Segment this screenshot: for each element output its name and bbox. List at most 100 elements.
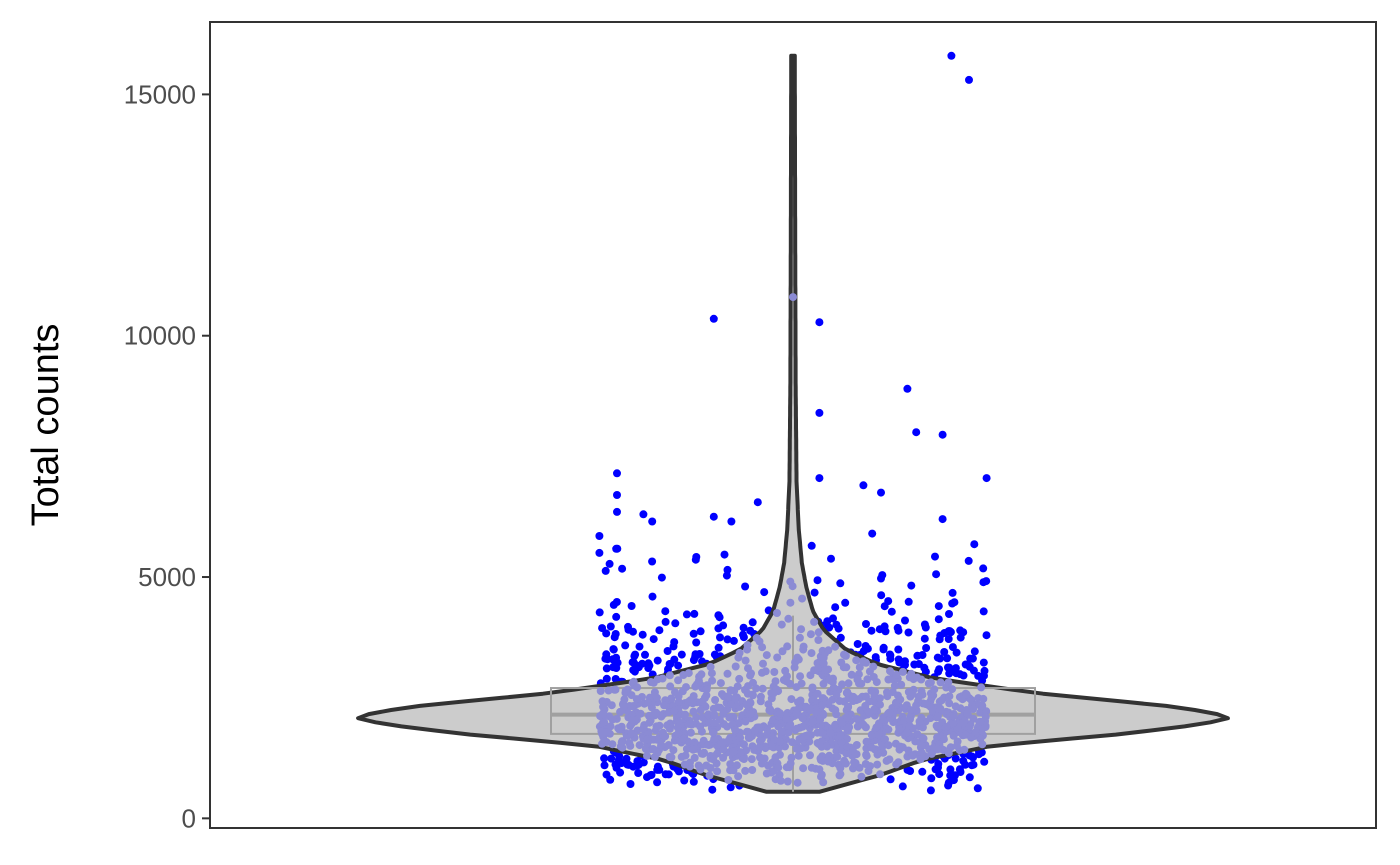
data-point [704, 741, 713, 749]
y-tick-label: 10000 [124, 321, 196, 351]
data-point [792, 683, 801, 692]
data-point [904, 597, 913, 606]
data-point [952, 741, 961, 750]
data-point [740, 740, 748, 749]
data-point [724, 776, 733, 784]
data-point [749, 678, 757, 687]
data-point [945, 610, 953, 618]
data-point [613, 491, 621, 499]
data-point [902, 728, 911, 737]
data-point [850, 759, 859, 768]
data-point [611, 685, 620, 694]
data-point [931, 552, 939, 561]
data-point [772, 685, 781, 694]
data-point [626, 721, 635, 730]
data-point [808, 684, 817, 693]
data-point [638, 659, 647, 668]
data-point [821, 665, 830, 674]
data-point [729, 747, 738, 756]
data-point [689, 707, 698, 716]
data-point [799, 642, 808, 651]
data-point [847, 670, 856, 679]
data-point [753, 498, 762, 507]
data-point [950, 598, 959, 607]
data-point [969, 705, 978, 713]
data-point [706, 662, 715, 671]
data-point [831, 720, 840, 729]
data-point [707, 669, 716, 678]
data-point [807, 649, 816, 658]
data-point [813, 689, 822, 698]
data-point [633, 726, 642, 735]
data-point [961, 760, 970, 769]
data-point [894, 645, 903, 654]
data-point [702, 685, 711, 694]
data-point [852, 715, 861, 723]
data-point [625, 739, 634, 747]
data-point [746, 671, 755, 680]
data-point [905, 721, 914, 730]
data-point [595, 608, 604, 617]
data-point [696, 706, 705, 715]
data-point [692, 638, 701, 647]
data-point [649, 745, 658, 754]
data-point [697, 727, 706, 736]
data-point [600, 761, 609, 770]
data-point [719, 738, 728, 747]
data-point [737, 748, 746, 757]
data-point [858, 720, 867, 729]
data-point [635, 760, 643, 769]
data-point [695, 650, 704, 658]
data-point [635, 741, 644, 750]
data-point [935, 770, 944, 779]
data-point [621, 686, 630, 695]
data-point [831, 603, 840, 612]
data-point [933, 712, 942, 721]
data-point [796, 672, 805, 681]
data-point [824, 700, 833, 709]
data-point [689, 745, 698, 754]
data-point [671, 619, 680, 628]
data-point [965, 75, 973, 84]
data-point [844, 703, 853, 712]
data-point [746, 710, 755, 718]
data-point [837, 658, 846, 667]
data-point [709, 512, 718, 521]
data-point [792, 744, 801, 753]
data-point [908, 751, 917, 760]
data-point [670, 638, 679, 647]
data-point [785, 679, 794, 688]
data-point [719, 621, 728, 630]
data-point [774, 763, 783, 772]
data-point [647, 770, 656, 779]
data-point [629, 658, 638, 667]
data-point [719, 745, 728, 754]
data-point [786, 759, 795, 768]
data-point [679, 734, 688, 743]
data-point [730, 694, 739, 703]
data-point [657, 741, 665, 750]
data-point [732, 761, 741, 770]
data-point [853, 640, 862, 648]
data-point [980, 757, 989, 766]
data-point [670, 707, 679, 716]
data-point [980, 666, 989, 675]
data-point [643, 751, 651, 760]
data-point [713, 767, 722, 776]
data-point [716, 703, 725, 712]
data-point [936, 631, 945, 640]
data-point [766, 705, 774, 714]
violin [356, 53, 1230, 794]
data-point [842, 749, 851, 758]
data-point [598, 739, 607, 748]
data-point [877, 591, 886, 600]
data-point [694, 676, 703, 685]
data-point [653, 762, 662, 771]
data-point [797, 625, 806, 634]
data-point [691, 682, 700, 691]
data-point [973, 784, 982, 793]
data-point [723, 635, 732, 644]
data-point [970, 540, 979, 549]
data-point [680, 760, 689, 769]
data-point [704, 710, 713, 719]
